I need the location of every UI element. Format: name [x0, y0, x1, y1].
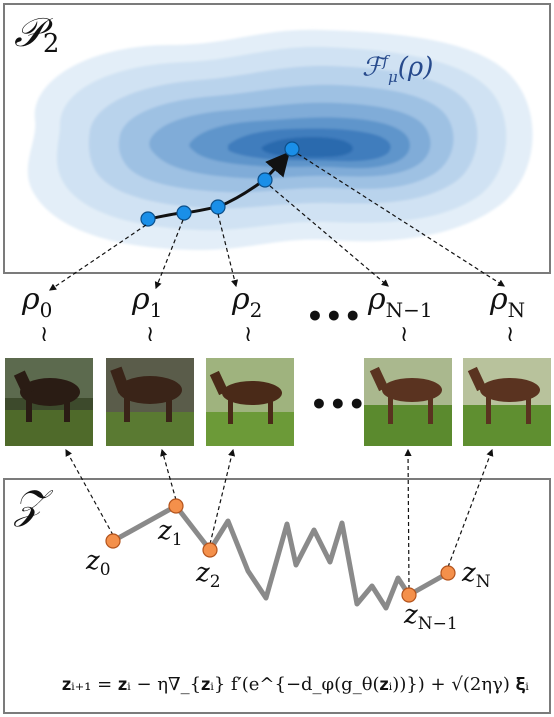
- ellipsis-images: •••: [310, 388, 367, 421]
- rho-label-0: ρ0: [22, 282, 53, 322]
- generator-arrows: [65, 448, 494, 590]
- sampling-mark-0: ≀: [40, 322, 49, 347]
- z-label-n-minus-1: zN−1: [404, 600, 458, 634]
- z-label-n: zN: [462, 558, 491, 592]
- sample-image-2: [206, 358, 294, 446]
- langevin-update-equation: 𝐳ᵢ₊₁ = 𝐳ᵢ − η∇_{𝐳ᵢ} f′(e^{−d_φ(g_θ(𝐳ᵢ))}…: [62, 674, 529, 695]
- sample-image-n-minus-1: [364, 358, 452, 446]
- ellipsis-top: •••: [306, 300, 363, 333]
- rho-label-2: ρ2: [232, 282, 263, 322]
- rho-label-n-minus-1: ρN−1: [368, 282, 433, 322]
- sampling-mark-1: ≀: [146, 322, 155, 347]
- functional-label: ℱfμ(ρ): [362, 52, 434, 86]
- langevin-walk-path: [111, 503, 450, 611]
- z-label-0: z0: [86, 546, 111, 580]
- rho-label-n: ρN: [490, 282, 526, 322]
- latent-space-label: 𝒵: [14, 482, 45, 528]
- z-node-1: [168, 498, 184, 514]
- sample-image-n: [463, 358, 551, 446]
- energy-contours: [27, 29, 533, 250]
- sampling-mark-n: ≀: [506, 322, 515, 347]
- sampling-mark-2: ≀: [244, 322, 253, 347]
- sample-image-1: [106, 358, 194, 446]
- z-node-2: [202, 542, 218, 558]
- rho-label-1: ρ1: [132, 282, 163, 322]
- latent-nodes: [105, 498, 456, 603]
- rho-node-0: [140, 211, 156, 227]
- probability-space-label: 𝒫2: [14, 10, 60, 59]
- pushforward-arrows: [49, 153, 506, 291]
- z-label-2: z2: [196, 558, 221, 592]
- sample-image-0: [5, 358, 93, 446]
- z-node-0: [105, 533, 121, 549]
- sampling-mark-n-minus-1: ≀: [400, 322, 409, 347]
- rho-node-1: [176, 205, 192, 221]
- latent-space-panel: [3, 478, 551, 714]
- z-node-n: [440, 565, 456, 581]
- distribution-nodes: [140, 141, 300, 227]
- z-node-n-minus-1: [401, 587, 417, 603]
- rho-node-n-minus-1: [257, 172, 273, 188]
- rho-node-n: [284, 141, 300, 157]
- z-label-1: z1: [158, 516, 183, 550]
- sample-images: [5, 358, 551, 446]
- rho-node-2: [210, 199, 226, 215]
